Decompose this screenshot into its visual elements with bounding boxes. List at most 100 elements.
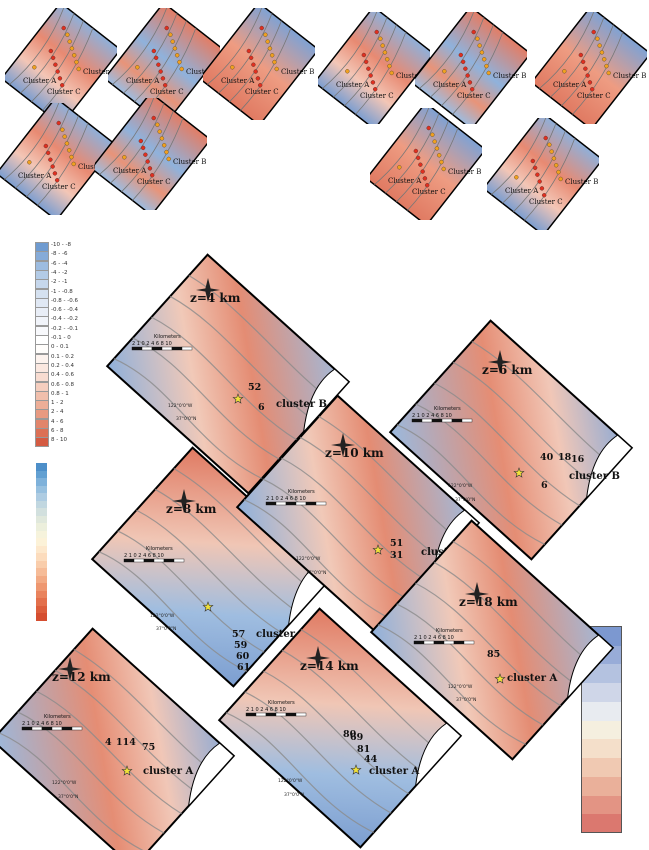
legend-label: 6 - 8 — [51, 428, 64, 434]
coastline — [585, 434, 633, 500]
earthquake-marker — [76, 66, 81, 72]
coastline — [432, 509, 480, 575]
earthquake-marker — [514, 175, 519, 180]
fault-line — [377, 624, 527, 745]
earthquake-marker — [255, 76, 261, 81]
earthquake-marker — [604, 63, 609, 69]
earthquake-marker — [67, 148, 72, 153]
earthquake-marker — [482, 57, 487, 62]
thumbnail-cluster-label: Cluster A — [113, 167, 147, 175]
earthquake-marker — [122, 155, 127, 160]
earthquake-marker — [363, 59, 369, 64]
scale-bar-title: Kilometers — [268, 700, 295, 706]
earthquake-marker — [590, 87, 595, 92]
scale-bar-segment — [173, 558, 185, 563]
coastline — [287, 561, 335, 627]
earthquake-marker — [71, 161, 76, 167]
thumbnail-cluster-label: Cluster A — [23, 77, 57, 85]
event-number: 4 — [105, 737, 112, 748]
cluster-label: cluster B — [276, 399, 327, 410]
earthquake-marker — [265, 39, 270, 44]
fault-line — [441, 24, 494, 107]
earthquake-marker — [441, 166, 446, 172]
thumbnail-cluster-label: Cluster C — [150, 88, 184, 96]
longitude-label: 122°0'0"W — [296, 556, 321, 562]
scale-bar-title: Kilometers — [288, 489, 315, 495]
event-number: 85 — [487, 649, 500, 660]
north-arrow-icon — [331, 433, 355, 457]
thumbnail-cluster-label: Cluster B — [83, 68, 116, 76]
earthquake-marker — [67, 39, 72, 44]
scale-bar-segment — [131, 346, 143, 351]
scale-bar-segment — [441, 418, 453, 423]
earthquake-marker — [61, 25, 66, 31]
thumbnail-frame — [95, 98, 207, 210]
earthquake-marker — [460, 59, 466, 64]
thumbnail-frame — [203, 8, 315, 120]
earthquake-marker — [55, 69, 60, 74]
earthquake-marker — [147, 166, 153, 171]
legend-entry: 8 - 10 — [35, 436, 130, 448]
earthquake-marker — [549, 149, 554, 154]
fault-line — [42, 27, 94, 111]
scale-bar-segment — [153, 558, 165, 563]
fault-line — [300, 628, 444, 756]
thumbnail-cluster-label: Cluster B — [186, 68, 219, 76]
fault-line — [136, 509, 282, 634]
fault-line — [539, 12, 595, 89]
longitude-label: 122°0'0"W — [278, 778, 303, 784]
earthquake-marker — [258, 83, 263, 88]
fault-line — [415, 403, 563, 526]
map-depth-title: z=6 km — [482, 363, 533, 377]
fault-line — [471, 340, 615, 468]
map-depth-title: z=18 km — [459, 595, 518, 609]
scale-bar-segment — [285, 501, 297, 506]
fault-line — [524, 137, 576, 221]
scale-bar-segment — [431, 418, 443, 423]
earthquake-marker — [52, 171, 58, 176]
map-frame — [235, 394, 481, 636]
map-frame — [105, 253, 351, 495]
legend3-segment — [582, 795, 622, 815]
earthquake-marker — [434, 146, 440, 151]
earthquake-marker — [597, 43, 602, 48]
legend-label: 2 - 4 — [51, 409, 64, 416]
fault-line — [561, 24, 614, 107]
legend2-swatch — [36, 470, 47, 479]
earthquake-marker — [179, 66, 184, 72]
fault-line — [134, 20, 187, 103]
thumbnail-cluster-label: Cluster C — [245, 88, 279, 96]
earthquake-marker — [583, 66, 588, 71]
thumbnail-cluster-label: Cluster C — [529, 198, 563, 206]
thumbnail-cluster-label: Cluster B — [173, 158, 206, 166]
scale-bar-segment — [305, 501, 317, 506]
legend2-swatch — [36, 493, 47, 501]
fault-line — [37, 122, 89, 206]
fault-line — [225, 712, 375, 833]
legend2-swatch — [36, 598, 47, 606]
fault-line — [36, 690, 182, 815]
fault-line — [121, 110, 174, 193]
fault-line — [491, 118, 547, 195]
legend2-swatch — [36, 613, 47, 621]
legend2-swatch — [36, 538, 47, 546]
legend-label: -0.1 - 0 — [51, 335, 71, 341]
north-arrow-icon — [58, 657, 82, 681]
earthquake-marker — [532, 165, 538, 170]
latitude-label: 37°0'0"N — [456, 697, 476, 703]
earthquake-marker — [442, 69, 447, 74]
cluster-label: cluster A — [507, 673, 558, 684]
scale-bar-segment — [61, 726, 73, 731]
thumbnail-cluster-label: Cluster B — [396, 72, 429, 80]
legend-swatch — [35, 437, 49, 448]
fault-line — [207, 8, 263, 85]
earthquake-marker — [246, 48, 252, 54]
fault-line — [99, 98, 155, 175]
fault-line — [355, 31, 407, 115]
legend3-frame — [581, 626, 622, 833]
legend2-swatch — [36, 508, 47, 516]
latitude-label: 37°0'0"N — [58, 794, 78, 800]
legend2-swatch — [36, 553, 47, 561]
legend-label: -4 - -2 — [51, 269, 68, 276]
earthquake-marker — [467, 80, 473, 85]
